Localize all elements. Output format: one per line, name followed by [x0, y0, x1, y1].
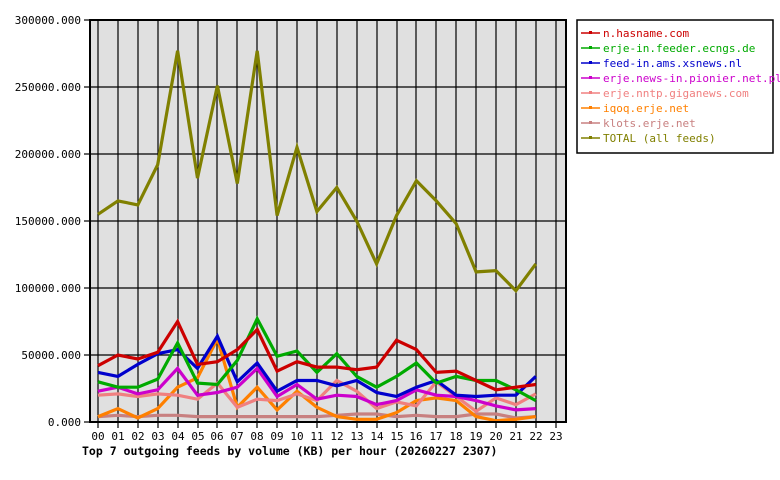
x-tick-label: 23	[549, 430, 562, 443]
legend: n.hasname.com erje-in.feeder.ecngs.de feed…	[576, 19, 780, 154]
series-line	[97, 315, 537, 403]
x-tick-label: 10	[290, 430, 303, 443]
x-tick-label: 22	[529, 430, 542, 443]
x-tick-label: 07	[230, 430, 243, 443]
series-line	[97, 50, 538, 294]
x-tick-label: 14	[370, 430, 384, 443]
x-tick-label: 04	[171, 430, 185, 443]
x-tick-label: 19	[469, 430, 482, 443]
series-line	[97, 332, 537, 399]
legend-label: erje-in.feeder.ecngs.de	[603, 42, 755, 55]
x-tick-label: 13	[350, 430, 363, 443]
x-tick-label: 00	[91, 430, 104, 443]
legend-label: erje.nntp.giganews.com	[603, 87, 749, 100]
legend-label: n.hasname.com	[603, 27, 689, 40]
x-tick-label: 09	[270, 430, 283, 443]
legend-label: klots.erje.net	[603, 117, 696, 130]
legend-marker	[589, 136, 592, 139]
series-lines	[97, 50, 538, 423]
x-tick-label: 02	[131, 430, 144, 443]
y-tick-label: 100000.000	[15, 282, 81, 295]
x-tick-label: 03	[151, 430, 164, 443]
legend-item: erje.news-in.pionier.net.pl	[581, 72, 780, 85]
y-tick-label: 200000.000	[15, 148, 81, 161]
legend-item: klots.erje.net	[581, 117, 696, 130]
x-tick-label: 01	[111, 430, 124, 443]
legend-box	[576, 19, 774, 154]
x-tick-label: 11	[310, 430, 323, 443]
y-tick-label: 250000.000	[15, 81, 81, 94]
y-tick-label: 0.000	[48, 416, 81, 429]
x-tick-label: 08	[250, 430, 263, 443]
y-tick-label: 300000.000	[15, 14, 81, 27]
x-tick-label: 12	[330, 430, 343, 443]
y-tick-label: 50000.000	[21, 349, 81, 362]
legend-marker	[589, 76, 592, 79]
legend-label: iqoq.erje.net	[603, 102, 689, 115]
legend-label: TOTAL (all feeds)	[603, 132, 716, 145]
chart-title: Top 7 outgoing feeds by volume (KB) per …	[82, 444, 498, 458]
legend-marker	[589, 46, 592, 49]
legend-item: TOTAL (all feeds)	[581, 132, 716, 145]
x-tick-label: 15	[390, 430, 403, 443]
legend-item: n.hasname.com	[581, 27, 689, 40]
x-tick-label: 17	[429, 430, 442, 443]
y-axis: 0.000 50000.000 100000.000 150000.000 200000…	[15, 14, 90, 429]
x-tick-label: 21	[509, 430, 522, 443]
x-tick-label: 18	[449, 430, 462, 443]
legend-item: erje-in.feeder.ecngs.de	[581, 42, 755, 55]
x-tick-label: 16	[409, 430, 422, 443]
x-tick-label: 05	[191, 430, 204, 443]
legend-item: feed-in.ams.xsnews.nl	[581, 57, 742, 70]
plot-frame	[89, 19, 567, 423]
legend-item: erje.nntp.giganews.com	[581, 87, 749, 100]
legend-label: feed-in.ams.xsnews.nl	[603, 57, 742, 70]
series-line	[97, 318, 537, 392]
legend-marker	[589, 31, 592, 34]
legend-marker	[589, 121, 592, 124]
x-axis: 00 01 02 03 04 05 06 07 08 09 10 11 12 13 14 15 16 17 18 19…	[91, 422, 563, 443]
series-line	[97, 412, 536, 420]
legend-marker	[589, 106, 592, 109]
x-tick-label: 20	[489, 430, 502, 443]
legend-marker	[589, 61, 592, 64]
y-tick-label: 150000.000	[15, 215, 81, 228]
x-tick-label: 06	[210, 430, 223, 443]
legend-item: iqoq.erje.net	[581, 102, 689, 115]
legend-marker	[589, 91, 592, 94]
legend-label: erje.news-in.pionier.net.pl	[603, 72, 780, 85]
series-line	[97, 365, 536, 412]
